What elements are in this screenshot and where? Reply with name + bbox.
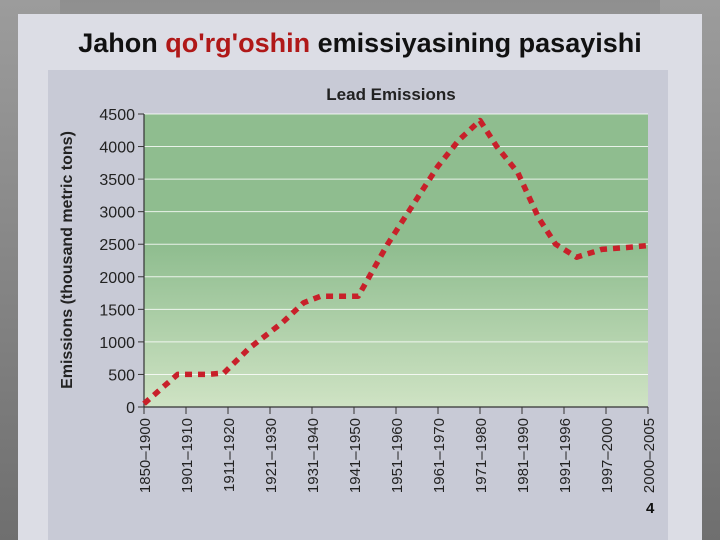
slide-title-accent: qo'rg'oshin <box>165 28 311 58</box>
x-tick-label-11: 1997–2000 <box>599 418 616 493</box>
x-tick-label-2: 1911–1920 <box>221 418 238 492</box>
x-tick-label-0: 1850–1900 <box>137 418 154 493</box>
x-tick-label-6: 1951–1960 <box>389 418 406 493</box>
x-tick-label-9: 1981–1990 <box>515 418 532 493</box>
x-tick-label-1: 1901–1910 <box>179 418 196 493</box>
slide-title: Jahon qo'rg'oshin emissiyasining pasayis… <box>0 28 720 59</box>
y-axis-label: Emissions (thousand metric tons) <box>59 131 76 389</box>
chart-title: Lead Emissions <box>326 85 455 104</box>
x-tick-label-3: 1921–1930 <box>263 418 280 493</box>
series-line-0 <box>142 117 649 406</box>
x-tick-label-5: 1941–1950 <box>347 418 364 493</box>
y-tick-label-1000: 1000 <box>99 335 135 352</box>
slide-title-part1: Jahon <box>78 28 166 58</box>
x-tick-label-8: 1971–1980 <box>473 418 490 493</box>
y-tick-label-2500: 2500 <box>99 237 135 254</box>
x-tick-label-4: 1931–1940 <box>305 418 322 493</box>
plot-area <box>144 114 648 407</box>
x-tick-label-10: 1991–1996 <box>557 418 574 493</box>
page-number: 4 <box>646 500 655 517</box>
y-tick-label-3000: 3000 <box>99 205 135 222</box>
x-tick-label-7: 1961–1970 <box>431 418 448 493</box>
y-tick-label-0: 0 <box>126 400 135 417</box>
y-tick-label-3500: 3500 <box>99 172 135 189</box>
slide-title-part2: emissiyasining pasayishi <box>310 28 642 58</box>
y-tick-label-2000: 2000 <box>99 270 135 287</box>
y-tick-label-500: 500 <box>108 367 135 384</box>
x-tick-label-12: 2000–2005 <box>641 418 658 493</box>
y-tick-label-4500: 4500 <box>99 107 135 124</box>
y-tick-label-4000: 4000 <box>99 140 135 157</box>
y-tick-label-1500: 1500 <box>99 302 135 319</box>
